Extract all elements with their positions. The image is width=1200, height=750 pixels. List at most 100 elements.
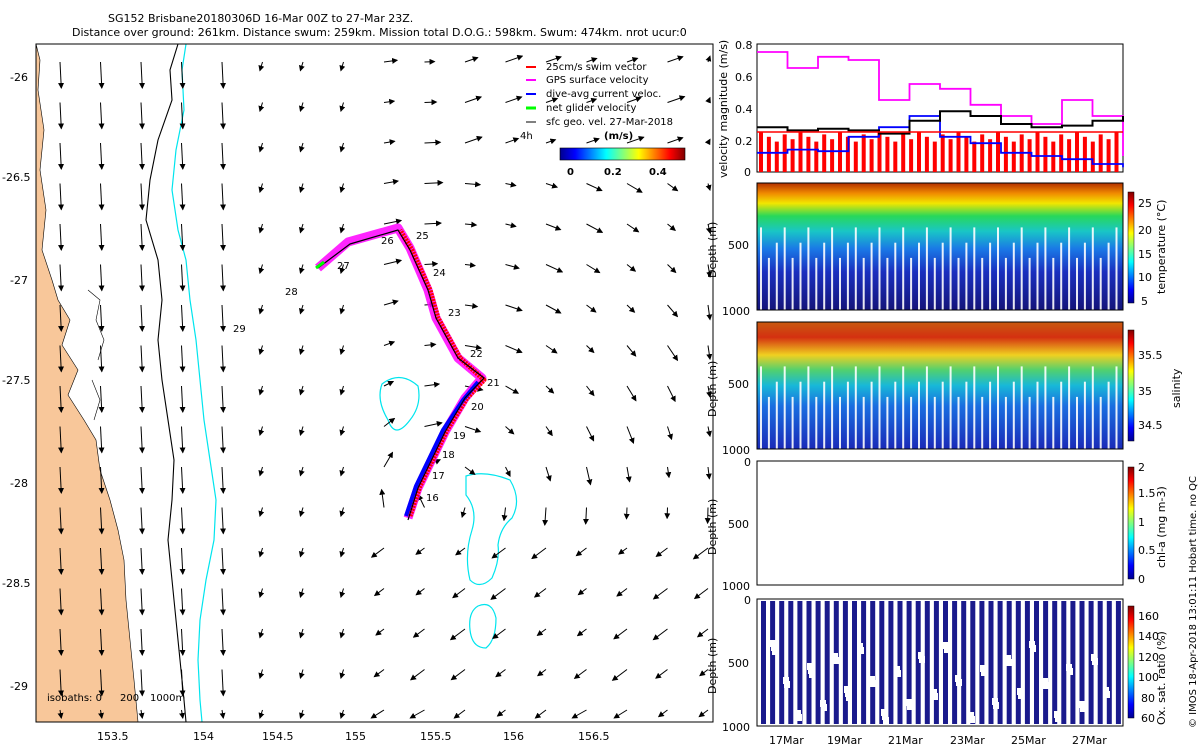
- track-centerline: [317, 229, 485, 521]
- swim-bar: [1114, 132, 1119, 172]
- oxygen-gap: [1042, 678, 1048, 685]
- velocity-arrow: [696, 628, 709, 638]
- velocity-arrow: [415, 547, 425, 555]
- velocity-panel: velocity magnitude (m/s) 0 0.2 0.4 0.6 0…: [717, 39, 1124, 179]
- swim-bar: [790, 139, 795, 172]
- isobath-1000-label: 1000m: [150, 693, 185, 704]
- oxygen-gap: [969, 716, 975, 723]
- profile-gap: [1107, 242, 1110, 310]
- velocity-arrow: [383, 299, 399, 306]
- profile-gap: [1004, 396, 1007, 449]
- day-label: 20: [471, 402, 484, 413]
- velocity-arrow: [179, 304, 186, 332]
- oxygen-profile: [870, 601, 876, 724]
- velocity-arrow: [220, 588, 227, 616]
- velocity-arrow: [98, 142, 105, 170]
- velocity-arrow: [98, 507, 105, 535]
- velocity-arrow: [98, 183, 105, 211]
- swim-bar: [972, 141, 977, 172]
- velocity-arrow: [98, 385, 105, 413]
- x-tick-label: 153.5: [97, 730, 129, 743]
- profile-gap: [1083, 381, 1086, 449]
- profile-gap: [1091, 366, 1094, 449]
- oxygen-gap: [821, 704, 827, 711]
- swim-bar: [853, 141, 858, 172]
- oxygen-profile: [906, 601, 912, 724]
- velocity-arrow: [537, 669, 547, 677]
- velocity-arrow: [626, 345, 637, 357]
- isobath-label: isobaths: 0: [47, 693, 102, 704]
- velocity-arrow: [586, 426, 595, 442]
- velocity-arrow: [98, 264, 105, 292]
- salinity-axes: [756, 321, 1124, 450]
- velocity-arrow: [586, 345, 595, 354]
- day-label: 17: [432, 471, 445, 482]
- profile-gap: [791, 257, 794, 310]
- oxygen-profile: [879, 601, 885, 724]
- temperature-axes: [756, 182, 1124, 311]
- oxygen-gap: [992, 698, 998, 705]
- oxygen-profile: [1034, 601, 1039, 724]
- profile-gap: [918, 381, 920, 449]
- velocity-arrow: [613, 709, 628, 719]
- oxygen-profile: [852, 601, 857, 724]
- velocity-arrow: [383, 57, 399, 64]
- swim-bar: [869, 139, 874, 172]
- profile-gap: [799, 242, 802, 310]
- velocity-arrow: [464, 302, 479, 309]
- y-tick-label: -27.5: [2, 374, 30, 387]
- velocity-arrow: [573, 669, 587, 679]
- velocity-arrow: [258, 466, 265, 477]
- oxygen-gap: [820, 700, 826, 707]
- colorbar-tick: 0.2: [604, 167, 622, 178]
- day-label: 23: [448, 308, 461, 319]
- velocity-arrow: [460, 507, 467, 519]
- swim-bar: [774, 141, 779, 172]
- oxygen-profile: [970, 601, 976, 724]
- cb-tick: 1: [1138, 516, 1145, 529]
- swim-bar: [1027, 139, 1032, 172]
- velocity-arrow: [505, 345, 523, 354]
- profile-gap: [799, 381, 802, 449]
- velocity-arrow: [464, 466, 476, 476]
- oxygen-gap: [869, 676, 875, 683]
- oxygen-profile: [1115, 601, 1121, 724]
- oxygen-gap: [932, 693, 938, 700]
- profile-gap: [823, 381, 826, 449]
- chla-panel: Depth (m) 0 500 1000 2 1.5 1 0.5 0 chl-a…: [706, 456, 1168, 593]
- velocity-arrow: [626, 96, 642, 103]
- velocity-arrow: [258, 61, 265, 72]
- velocity-arrow: [655, 669, 668, 679]
- profile-gap: [1099, 257, 1102, 310]
- velocity-arrow: [339, 304, 346, 315]
- velocity-arrow: [58, 304, 65, 332]
- swim-bar: [1059, 134, 1064, 172]
- profile-gap: [910, 257, 913, 310]
- velocity-arrow: [58, 385, 65, 413]
- velocity-arrow: [339, 709, 346, 719]
- profile-gap: [878, 366, 881, 449]
- velocity-arrow: [705, 183, 712, 192]
- velocity-arrow: [179, 345, 186, 373]
- velocity-arrow: [586, 466, 593, 486]
- oxygen-gap: [846, 694, 852, 701]
- profile-gap: [1028, 396, 1031, 449]
- swim-bar: [830, 139, 835, 172]
- y-tick-label: 500: [728, 239, 749, 252]
- day-label: 18: [442, 450, 455, 461]
- velocity-arrow: [139, 183, 146, 211]
- y-tick-label: 0.2: [735, 135, 753, 148]
- velocity-arrow: [652, 628, 668, 641]
- profile-gap: [854, 227, 857, 310]
- velocity-arrow: [339, 669, 346, 680]
- velocity-arrow: [501, 507, 508, 522]
- velocity-arrow: [626, 223, 640, 233]
- cb-tick: 160: [1138, 610, 1159, 623]
- velocity-arrow: [693, 588, 709, 600]
- velocity-arrow: [571, 709, 587, 719]
- oxygen-gap: [1043, 682, 1049, 689]
- velocity-arrow: [179, 507, 186, 535]
- velocity-arrow: [705, 466, 712, 480]
- eddy-contour: [469, 603, 497, 649]
- y-tick-label: 1000: [722, 444, 750, 457]
